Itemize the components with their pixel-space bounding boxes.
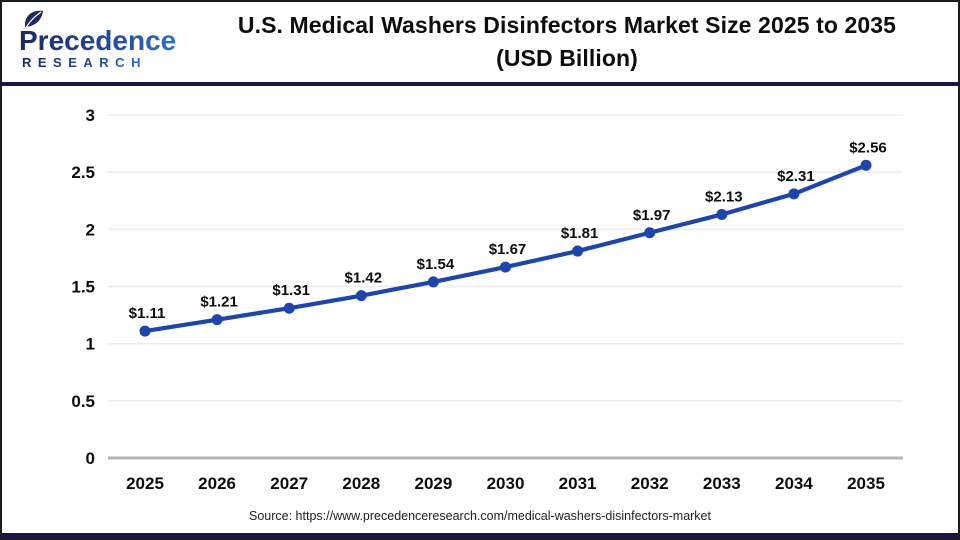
header: Precedence RESEARCH U.S. Medical Washers… (2, 2, 958, 82)
data-point (572, 245, 584, 257)
leaf-stem (24, 11, 42, 30)
header-divider (2, 82, 958, 86)
brand-logo-svg: Precedence RESEARCH (19, 10, 176, 70)
x-tick-label: 2028 (342, 474, 380, 493)
data-point (500, 261, 511, 273)
x-tick-label: 2031 (559, 474, 597, 493)
data-point (644, 227, 656, 239)
data-point-label: $1.11 (129, 305, 166, 322)
brand-name: Precedence (19, 25, 176, 56)
x-tick-label: 2026 (198, 474, 236, 493)
x-tick-label: 2025 (126, 474, 164, 493)
data-point-label: $1.21 (200, 294, 238, 311)
y-tick-label: 2 (86, 220, 95, 239)
page-title: U.S. Medical Washers Disinfectors Market… (190, 9, 944, 74)
source-text: Source: https://www.precedenceresearch.c… (249, 509, 711, 523)
data-point-label: $1.54 (417, 256, 455, 273)
x-tick-label: 2033 (703, 474, 741, 493)
chart-area: 0 0.5 1 1.5 2 2.5 3 $1.11 2025 $1.21 2026 $1.31 2027… (2, 86, 958, 533)
page-title-line2: (USD Billion) (496, 45, 638, 71)
x-tick-label: 2029 (414, 474, 452, 493)
data-point-label: $2.31 (777, 168, 815, 185)
y-tick-label: 1.5 (71, 278, 95, 297)
x-tick-label: 2035 (847, 474, 885, 493)
data-point (211, 314, 223, 326)
x-tick-label: 2034 (775, 474, 813, 493)
data-point (716, 208, 728, 220)
x-tick-label: 2032 (631, 474, 669, 493)
data-point-label: $1.31 (272, 282, 310, 299)
y-tick-label: 3 (86, 106, 95, 125)
page-title-line1: U.S. Medical Washers Disinfectors Market… (237, 12, 897, 39)
brand-logo: Precedence RESEARCH (12, 8, 190, 77)
line-chart-canvas: 0 0.5 1 1.5 2 2.5 3 $1.11 2025 $1.21 2026 $1.31 2027… (71, 106, 903, 493)
data-point-label: $1.81 (561, 225, 599, 242)
y-tick-label: 2.5 (71, 163, 95, 182)
data-point-label: $1.67 (489, 241, 527, 258)
x-tick-label: 2027 (270, 474, 308, 493)
y-tick-label: 0.5 (71, 392, 95, 411)
data-point-label: $1.42 (345, 270, 383, 287)
data-point (283, 302, 295, 314)
data-point (427, 276, 439, 288)
data-point (788, 188, 800, 200)
footer-bar (2, 533, 958, 538)
brand-subtitle: RESEARCH (22, 55, 147, 70)
data-point-label: $2.13 (705, 188, 743, 205)
x-tick-label: 2030 (487, 474, 525, 493)
data-point (860, 159, 872, 171)
data-point (139, 325, 151, 337)
data-point-label: $2.56 (849, 139, 887, 156)
y-tick-label: 1 (86, 335, 95, 354)
y-tick-label: 0 (86, 449, 95, 468)
data-point (355, 290, 367, 302)
data-point-label: $1.97 (633, 207, 671, 224)
